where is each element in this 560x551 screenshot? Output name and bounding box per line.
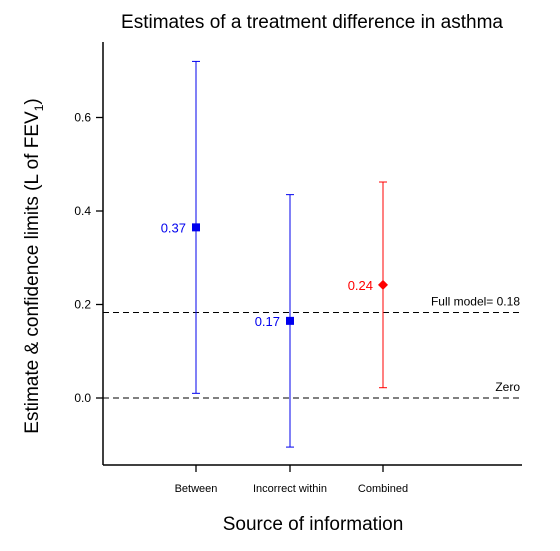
y-axis-label-subscript: 1 bbox=[32, 104, 46, 111]
y-tick-label: 0.4 bbox=[74, 204, 91, 218]
estimate-group: 0.37 bbox=[161, 60, 200, 394]
reference-line-label: Full model= 0.18 bbox=[431, 294, 520, 308]
axes bbox=[102, 42, 522, 466]
y-ticks: 0.0 0.2 0.4 0.6 bbox=[74, 111, 103, 405]
x-axis-label: Source of information bbox=[223, 514, 404, 535]
estimate-group: 0.24 bbox=[348, 181, 388, 389]
y-tick-label: 0.6 bbox=[74, 111, 91, 125]
estimate-label: 0.37 bbox=[161, 220, 186, 235]
estimate-label: 0.17 bbox=[255, 314, 280, 329]
y-axis-label-main: Estimate & confidence limits (L of FEV bbox=[22, 111, 43, 434]
chart-title: Estimates of a treatment difference in a… bbox=[121, 12, 503, 33]
y-tick-label: 0.2 bbox=[74, 298, 91, 312]
estimate-marker bbox=[286, 316, 294, 325]
estimate-marker bbox=[378, 279, 388, 290]
x-tick-label: Combined bbox=[358, 483, 408, 495]
estimate-label: 0.24 bbox=[348, 278, 373, 293]
reference-line-label: Zero bbox=[495, 380, 520, 394]
y-axis-label: Estimate & confidence limits (L of FEV1) bbox=[22, 98, 46, 433]
estimate-group: 0.17 bbox=[255, 194, 294, 448]
y-tick-label: 0.0 bbox=[74, 391, 91, 405]
reference-lines: Full model= 0.18 Zero bbox=[103, 294, 522, 399]
y-axis-label-close: ) bbox=[22, 98, 43, 104]
x-tick-label: Incorrect within bbox=[253, 483, 327, 495]
x-ticks: Between Incorrect within Combined bbox=[175, 465, 408, 495]
data-points: 0.37 0.17 0.24 bbox=[161, 60, 388, 448]
estimate-marker bbox=[192, 223, 200, 232]
x-tick-label: Between bbox=[175, 483, 218, 495]
